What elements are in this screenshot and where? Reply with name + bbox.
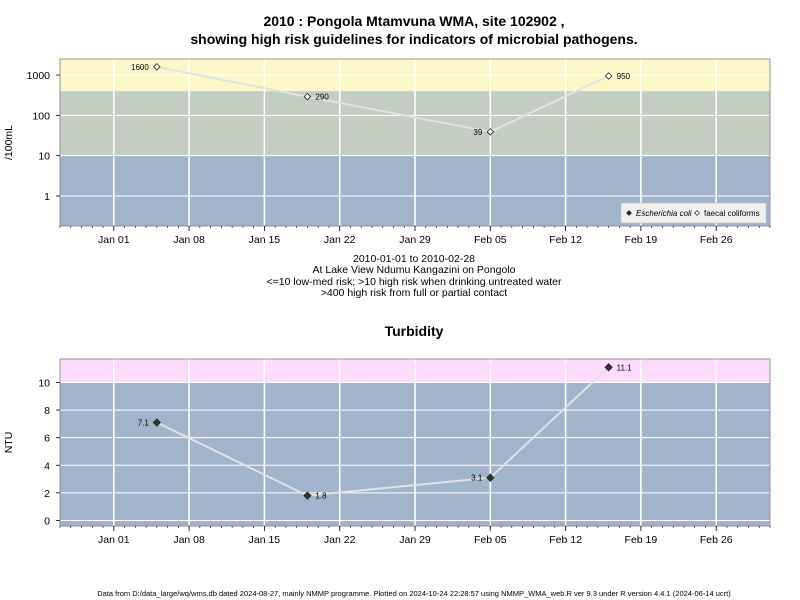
- turbidity-x-tick-label: Feb 05: [474, 534, 507, 546]
- microbial-x-tick-label: Jan 01: [98, 234, 130, 246]
- microbial-y-tick-label: 1000: [27, 70, 51, 82]
- turbidity-point-label: 7.1: [138, 418, 150, 427]
- microbial-point-label: 39: [473, 128, 482, 137]
- turbidity-x-tick-label: Feb 12: [549, 534, 582, 546]
- turbidity-point: [486, 473, 495, 482]
- microbial-x-tick-label: Jan 29: [399, 234, 431, 246]
- microbial-chart: Jan 01 Jan 08 Jan 15 Jan 22 Jan 29 Feb 05 Feb …: [3, 58, 771, 246]
- turbidity-y-tick-label: 10: [38, 377, 50, 389]
- microbial-x-tick-label: Feb 19: [625, 234, 658, 246]
- turbidity-y-tick-label: 8: [44, 405, 50, 417]
- turbidity-y-tick-label: 4: [44, 460, 50, 472]
- microbial-y-tick-label: 100: [32, 110, 50, 122]
- caption-line-1: 2010-01-01 to 2010-02-28: [353, 253, 475, 265]
- turbidity-point-label: 3.1: [471, 474, 483, 483]
- legend-escherichia-coli-marker: [626, 210, 632, 216]
- turbidity-x-tick-label: Feb 26: [700, 534, 733, 546]
- microbial-caption: 2010-01-01 to 2010-02-28 At Lake View Nd…: [266, 253, 562, 299]
- turbidity-series-line: [156, 366, 610, 497]
- caption-line-3: <=10 low-med risk; >10 high risk when dr…: [266, 276, 562, 288]
- turbidity-point-label: 11.1: [617, 363, 633, 372]
- legend-faecal-coliforms-marker: [694, 210, 700, 216]
- turbidity-x-tick-label: Jan 08: [173, 534, 205, 546]
- turbidity-y-tick-label: 6: [44, 433, 50, 445]
- microbial-point: [153, 63, 161, 71]
- turbidity-y-tick-label: 2: [44, 488, 50, 500]
- microbial-x-tick-label: Feb 05: [474, 234, 507, 246]
- microbial-point: [486, 128, 495, 136]
- turbidity-point: [604, 363, 613, 372]
- microbial-x-tick-label: Jan 15: [249, 234, 281, 246]
- microbial-y-axis-label: /100mL: [3, 125, 15, 160]
- turbidity-title: Turbidity: [385, 323, 444, 339]
- microbial-point-label: 1600: [131, 63, 149, 72]
- microbial-series-line: [156, 65, 610, 133]
- microbial-x-tick-label: Feb 26: [700, 234, 733, 246]
- turbidity-y-tick-label: 0: [44, 515, 50, 527]
- caption-line-4: >400 high risk from full or partial cont…: [321, 287, 508, 299]
- microbial-y-tick-label: 1: [44, 191, 50, 203]
- microbial-x-tick-label: Feb 12: [549, 234, 582, 246]
- microbial-legend-box: [620, 202, 767, 224]
- microbial-x-tick-label: Jan 08: [173, 234, 205, 246]
- microbial-point: [604, 72, 613, 80]
- microbial-point-label: 290: [315, 93, 329, 102]
- legend-faecal-coliforms: faecal coliforms: [704, 209, 760, 218]
- page-title: 2010 : Pongola Mtamvuna WMA, site 102902…: [263, 13, 564, 29]
- turbidity-x-tick-label: Feb 19: [625, 534, 658, 546]
- caption-line-2: At Lake View Ndumu Kangazini on Pongolo: [313, 264, 516, 276]
- microbial-point-label: 950: [617, 72, 631, 81]
- footer-note: Data from D:/data_large/wq/wms.db dated …: [97, 589, 731, 598]
- turbidity-point-label: 1.8: [315, 492, 327, 501]
- turbidity-point: [303, 491, 312, 500]
- turbidity-x-tick-label: Jan 29: [399, 534, 431, 546]
- turbidity-x-tick-label: Jan 22: [324, 534, 356, 546]
- turbidity-x-tick-label: Jan 15: [249, 534, 281, 546]
- microbial-x-tick-label: Jan 22: [324, 234, 356, 246]
- microbial-point: [303, 92, 312, 101]
- microbial-y-tick-label: 10: [38, 151, 50, 163]
- page-subtitle: showing high risk guidelines for indicat…: [190, 31, 637, 47]
- turbidity-x-tick-label: Jan 01: [98, 534, 130, 546]
- turbidity-point: [152, 418, 161, 427]
- turbidity-y-axis-label: NTU: [3, 432, 15, 454]
- legend-escherichia-coli: Escherichia coli: [636, 209, 692, 218]
- turbidity-chart: Jan 01 Jan 08 Jan 15 Jan 22 Jan 29 Feb 05 Feb …: [3, 358, 771, 546]
